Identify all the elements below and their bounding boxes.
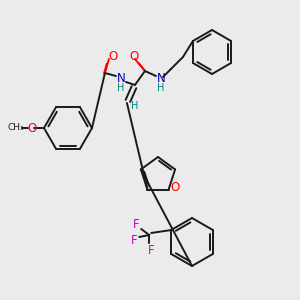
Text: H: H [157, 83, 165, 93]
Text: O: O [170, 181, 179, 194]
Text: N: N [157, 73, 165, 85]
Text: O: O [27, 122, 37, 134]
Text: O: O [129, 50, 139, 62]
Text: H: H [131, 101, 139, 111]
Text: F: F [133, 218, 140, 232]
Text: F: F [131, 235, 137, 248]
Text: F: F [148, 244, 154, 257]
Text: O: O [108, 50, 118, 62]
Text: H: H [117, 83, 124, 93]
Text: CH₃: CH₃ [8, 124, 24, 133]
Text: N: N [117, 73, 125, 85]
